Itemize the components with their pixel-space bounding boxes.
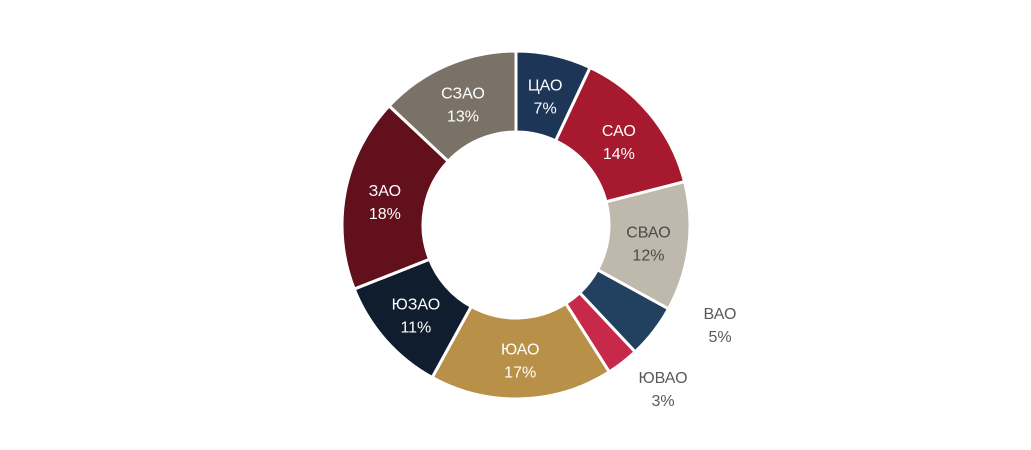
slice-category-label: ЮЗАО [392,296,441,313]
labels-group: ЦАО 7% САО 14% СВАО 12% ВАО 5% ЮВАО 3% ЮАО 17% ЮЗАО 1… [369,78,737,410]
slice-category-label: ЗАО [369,183,401,200]
slice-value-label: 11% [400,319,431,336]
slice-value-label: 14% [603,146,635,163]
slice-value-label: 5% [708,329,731,346]
slices-group [340,49,692,401]
slice-category-label: САО [602,123,636,140]
slice-label-1: ЦАО 7% [528,78,563,118]
slice-label-6: ЮАО 17% [501,341,539,381]
slice-label-9: СЗАО 13% [441,85,485,125]
slice-category-label: СВАО [626,225,670,242]
slice-category-label: СЗАО [441,85,485,102]
slice-label-3: СВАО 12% [626,225,670,265]
slice-label-5: ЮВАО 3% [638,370,687,410]
slice-category-label: ЦАО [528,78,563,95]
slice-category-label: ЮАО [501,341,539,358]
slice-category-label: ВАО [704,306,737,323]
slice-9 [387,49,518,164]
slice-value-label: 3% [651,393,674,410]
slice-value-label: 12% [632,248,664,265]
slice-category-label: ЮВАО [638,370,687,387]
slice-label-7: ЮЗАО 11% [392,296,441,336]
slice-label-4: ВАО 5% [704,306,737,346]
slice-label-2: САО 14% [602,123,636,163]
slice-value-label: 7% [534,101,557,118]
slice-value-label: 18% [369,206,401,223]
slice-value-label: 13% [447,108,479,125]
slice-label-8: ЗАО 18% [369,183,401,223]
slice-value-label: 17% [504,364,536,381]
